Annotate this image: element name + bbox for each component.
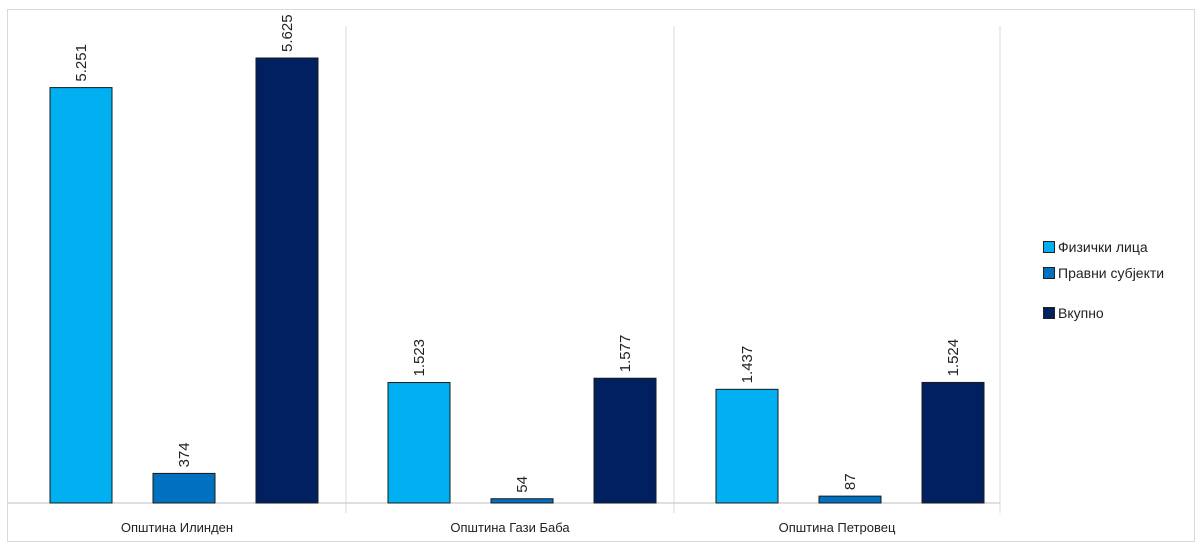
data-label: 1.437: [739, 346, 756, 384]
legend-item-fizicki-lica: Физички лица: [1043, 238, 1148, 256]
category-label: Општина Гази Баба: [450, 520, 570, 535]
data-label: 374: [176, 442, 193, 467]
data-label: 54: [514, 476, 531, 493]
bar: [490, 498, 554, 504]
bar: [921, 381, 985, 504]
legend-swatch-vkupno: [1043, 307, 1055, 319]
bar: [255, 57, 319, 504]
bar: [152, 472, 216, 504]
data-label: 87: [842, 473, 859, 490]
legend-label-fizicki-lica: Физички лица: [1058, 239, 1148, 255]
data-label: 1.523: [411, 339, 428, 377]
legend-label-vkupno: Вкупно: [1058, 305, 1104, 321]
data-label: 1.524: [945, 339, 962, 377]
bar: [49, 87, 113, 504]
data-label: 1.577: [617, 335, 634, 373]
legend-item-pravni-subjekti: Правни субјекти: [1043, 264, 1164, 282]
category-label: Општина Петровец: [779, 520, 896, 535]
bar: [593, 377, 657, 504]
category-label: Општина Илинден: [121, 520, 233, 535]
legend-swatch-fizicki-lica: [1043, 241, 1055, 253]
bar: [715, 388, 779, 504]
legend-swatch-pravni-subjekti: [1043, 267, 1055, 279]
legend-label-pravni-subjekti: Правни субјекти: [1058, 265, 1165, 281]
legend-item-vkupno: Вкупно: [1043, 304, 1104, 322]
data-label: 5.251: [73, 44, 90, 82]
data-label: 5.625: [279, 14, 296, 52]
bar: [818, 495, 882, 504]
bar: [387, 382, 451, 504]
